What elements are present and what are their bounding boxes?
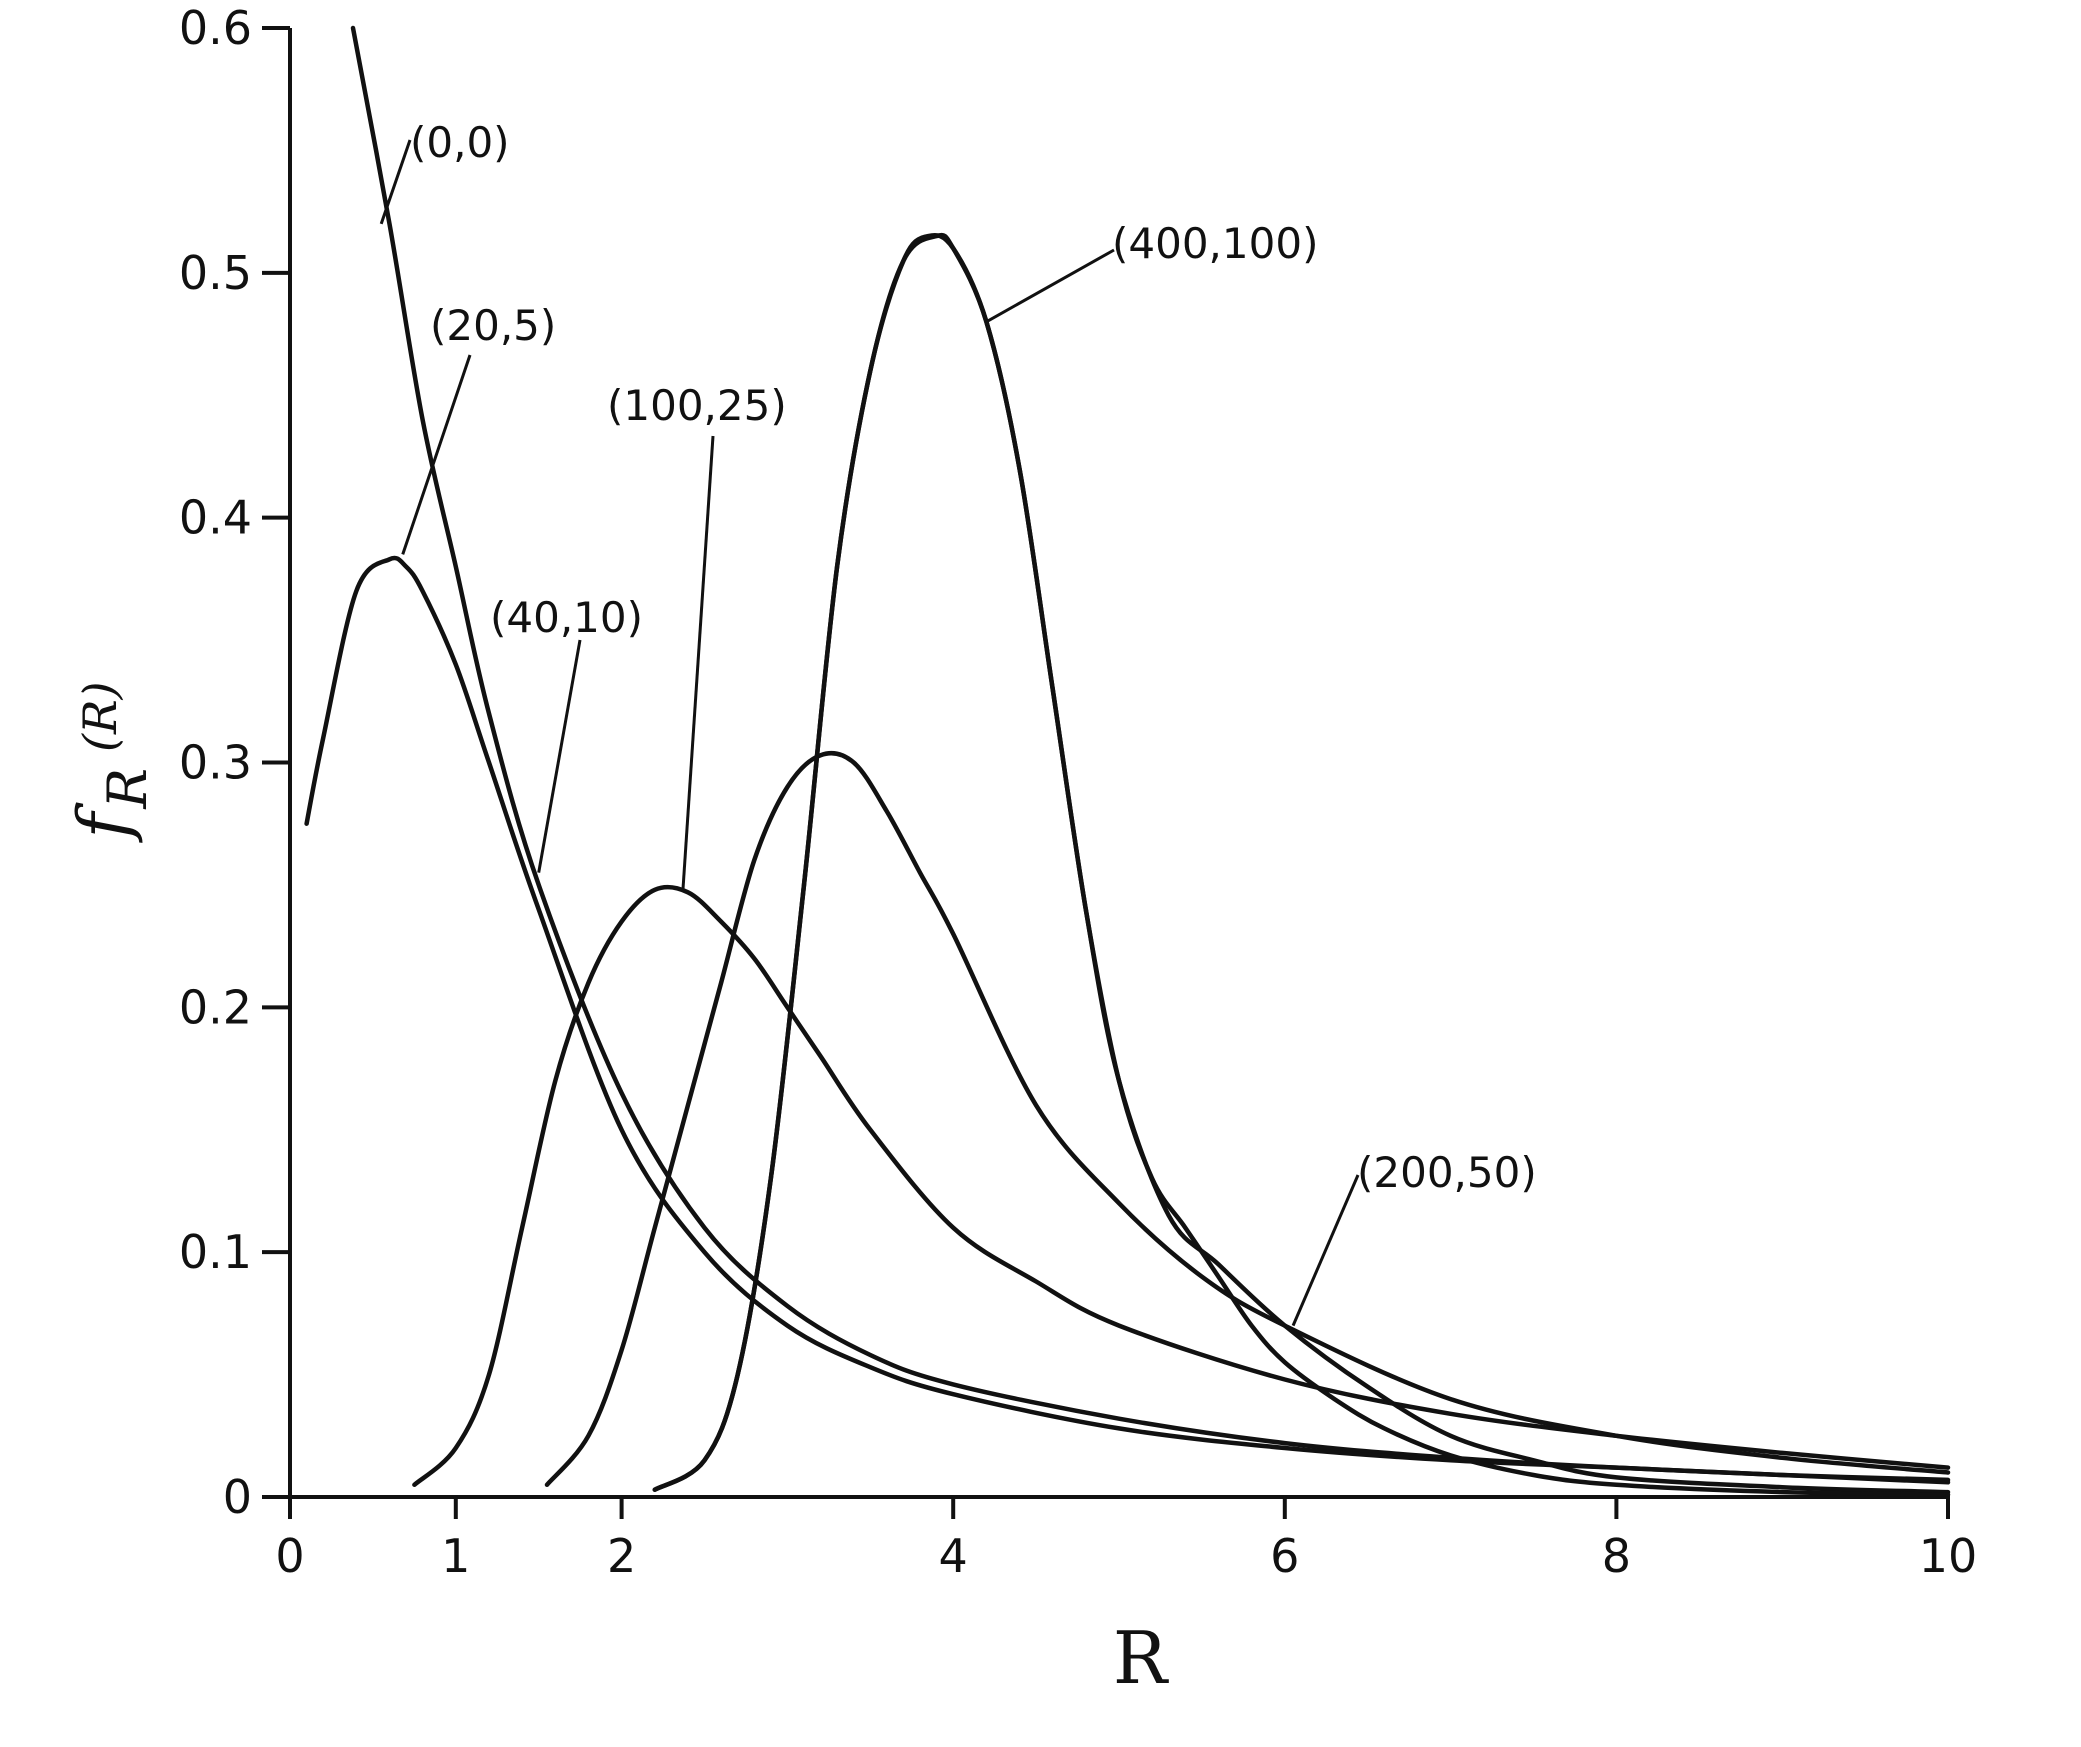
curve-label-leader <box>539 640 580 873</box>
curve-label: (100,25) <box>607 381 787 430</box>
curve-labels: (0,0) (20,5) (40,10) (100,25) (400,100) (200,… <box>381 118 1537 1326</box>
curve-label: (20,5) <box>430 301 556 350</box>
y-axis-title: fR(R) <box>63 681 159 843</box>
x-tick-label: 2 <box>607 1529 636 1583</box>
x-tick-label: 6 <box>1270 1529 1299 1583</box>
curve-label: (0,0) <box>410 118 510 167</box>
y-axis-title-subscript: R <box>96 768 159 810</box>
curve-label-leader <box>403 355 470 554</box>
x-tick-label: 0 <box>275 1529 304 1583</box>
y-tick-label: 0.6 <box>179 1 252 55</box>
series-line-1 <box>307 558 1948 1480</box>
y-tick-label: 0.3 <box>179 736 252 790</box>
svg-text:fR(R): fR(R) <box>63 681 159 843</box>
y-tick-label: 0.5 <box>179 246 252 300</box>
series-line-3 <box>547 753 1948 1485</box>
x-tick-label: 1 <box>441 1529 470 1583</box>
curve-label: (400,100) <box>1112 219 1318 268</box>
x-axis-title: R <box>1113 1616 1169 1700</box>
ticks: 0 1 2 4 6 8 10 0 0.1 0.2 0.3 0.4 0.5 0.6 <box>179 1 1977 1583</box>
axes <box>262 28 1950 1501</box>
series-line-2 <box>414 887 1948 1485</box>
x-tick-label: 4 <box>939 1529 968 1583</box>
curve-label-leader <box>381 140 410 224</box>
chart: 0124681000.10.20.30.40.50.6 (0,0)(20,5)(… <box>0 0 2081 1747</box>
y-tick-label: 0.1 <box>179 1225 252 1279</box>
x-tick-label: 10 <box>1919 1529 1978 1583</box>
curve-label-leader <box>683 436 713 890</box>
x-tick-label: 8 <box>1602 1529 1631 1583</box>
y-tick-label: 0 <box>223 1470 252 1524</box>
curve-label-leader <box>1293 1175 1358 1326</box>
curve-label: (200,50) <box>1357 1148 1537 1197</box>
y-tick-label: 0.2 <box>179 980 252 1034</box>
curve-label: (40,10) <box>490 593 643 642</box>
curve-label-leader <box>986 250 1114 322</box>
y-axis-title-argument: (R) <box>73 681 127 752</box>
y-tick-label: 0.4 <box>179 491 252 545</box>
